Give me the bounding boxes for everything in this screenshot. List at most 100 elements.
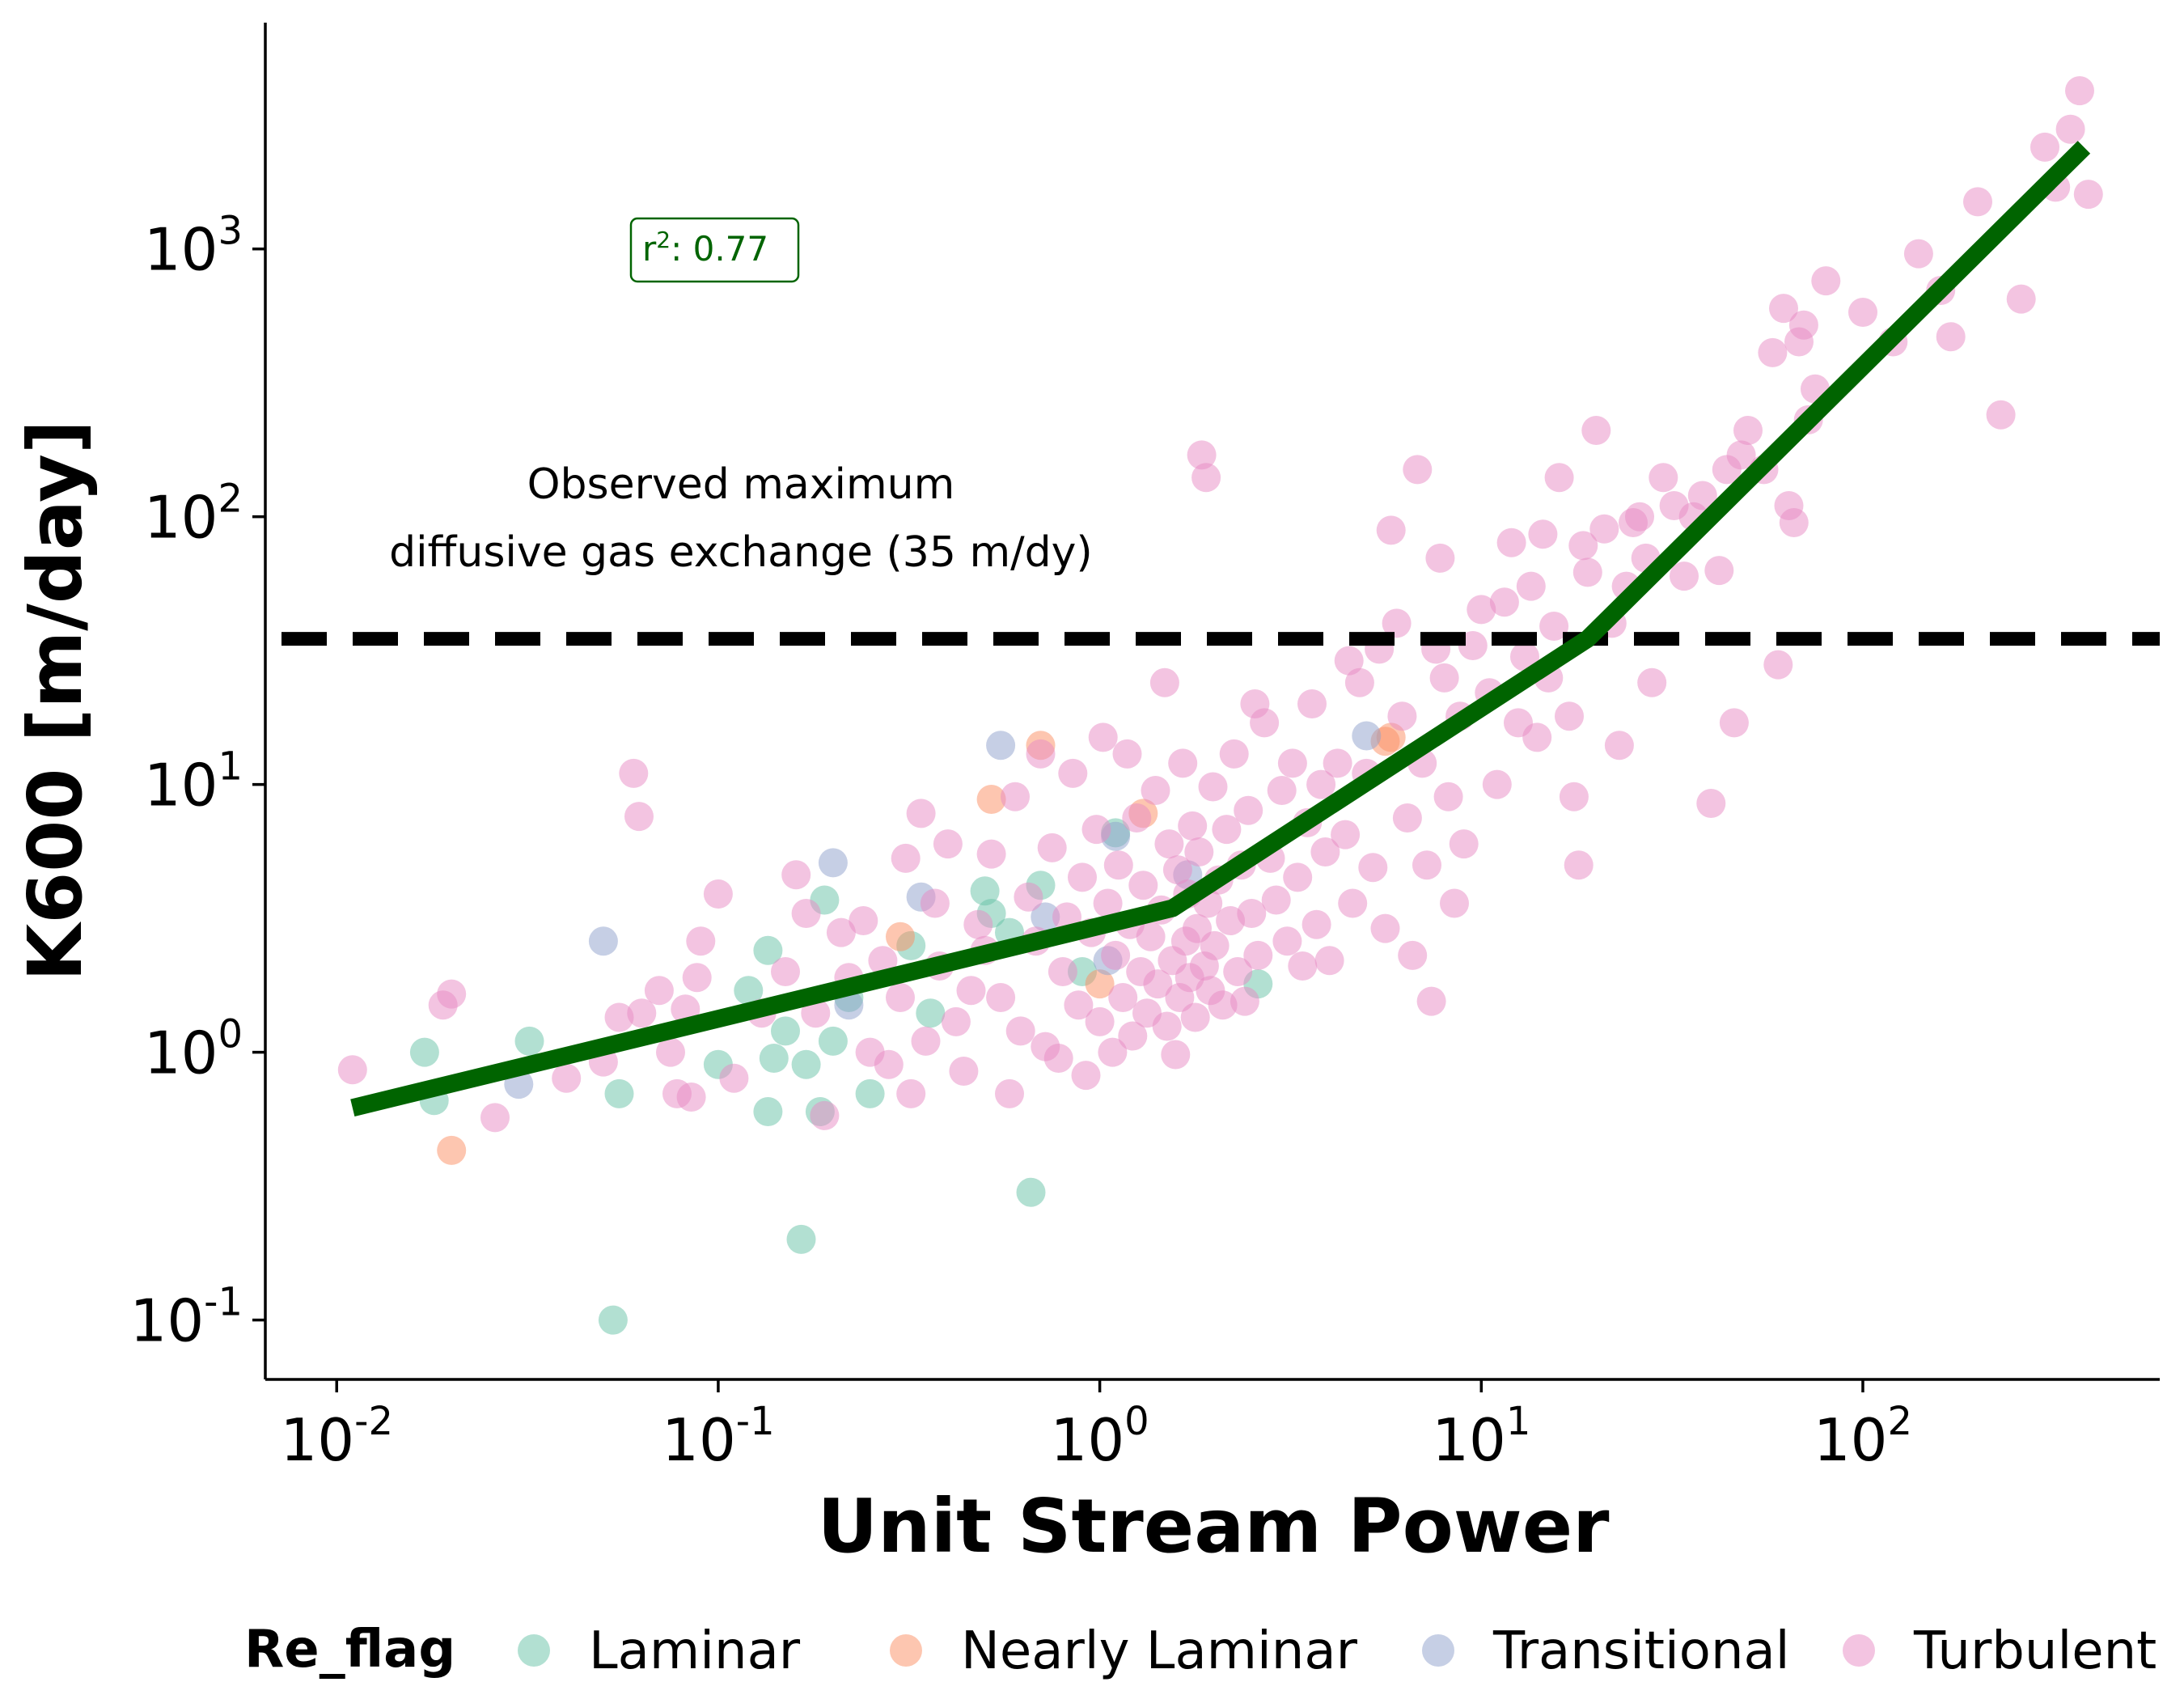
point-turbulent [1433,782,1463,811]
point-turbulent [1704,556,1734,586]
point-turbulent [1314,946,1344,976]
point-turbulent [2073,180,2103,210]
point-laminar [753,935,783,965]
threshold-group: Observed maximum diffusive gas exchange … [281,460,2160,646]
point-turbulent [1568,531,1598,561]
point-turbulent [1112,739,1142,769]
point-turbulent [1037,833,1067,862]
legend-marker-nearly-laminar [890,1634,922,1667]
r2-prefix: r [642,229,657,269]
point-turbulent [1261,885,1291,915]
point-turbulent [1283,862,1313,892]
point-laminar [855,1078,885,1108]
point-turbulent [791,899,821,928]
x-tick-label: 10-1 [662,1399,774,1474]
point-turbulent [437,979,467,1009]
point-turbulent [1085,1006,1115,1036]
point-turbulent [1081,815,1111,845]
point-turbulent [1243,940,1273,970]
point-turbulent [1726,440,1756,470]
point-turbulent [1297,689,1327,718]
point-turbulent [1162,855,1192,885]
point-turbulent [1103,850,1133,880]
point-turbulent [1212,815,1242,845]
r2-superscript: 2 [656,227,671,253]
y-tick-label: 101 [144,744,243,820]
point-turbulent [1141,776,1170,805]
point-turbulent [1986,400,2016,430]
point-turbulent [1014,882,1043,912]
point-turbulent [886,983,915,1012]
point-turbulent [911,1026,941,1056]
point-laminar [759,1044,789,1073]
r2-annotation: r2: 0.77 [629,217,800,283]
point-turbulent [552,1063,582,1093]
point-turbulent [891,843,921,873]
point-turbulent [2055,114,2085,144]
point-turbulent [1118,1021,1148,1051]
point-turbulent [719,1063,749,1093]
fit-line [350,141,2091,1116]
threshold-label-line1: Observed maximum [527,460,955,509]
point-laminar [514,1026,544,1056]
point-turbulent [1068,862,1097,892]
point-turbulent [906,799,936,828]
point-turbulent [1122,803,1152,833]
legend-marker-laminar [518,1634,550,1667]
point-turbulent [1136,922,1166,951]
point-laminar [1016,1177,1046,1207]
point-turbulent [1539,612,1569,641]
point-turbulent [2006,284,2036,314]
threshold-label-line2: diffusive gas exchange (35 m/dy) [389,528,1093,577]
scatter-points [337,76,2103,1335]
point-turbulent [1277,748,1307,778]
point-turbulent [941,1006,971,1036]
point-turbulent [1323,748,1352,778]
point-turbulent [1392,803,1422,833]
point-turbulent [810,1100,840,1130]
point-turbulent [826,917,856,947]
point-transitional [588,926,618,956]
point-turbulent [1344,667,1374,697]
legend-label-laminar: Laminar [589,1621,801,1681]
point-transitional [818,848,848,878]
point-turbulent [1338,888,1368,918]
point-turbulent [480,1103,510,1133]
point-turbulent [1733,416,1763,445]
point-turbulent [1178,811,1208,841]
point-turbulent [976,839,1006,869]
point-transitional [1031,902,1060,932]
point-nearly-laminar [976,785,1006,814]
point-transitional [986,731,1016,761]
point-turbulent [1208,990,1238,1020]
point-turbulent [1559,782,1589,811]
point-turbulent [1219,739,1249,769]
point-nearly-laminar [886,922,915,951]
point-turbulent [1064,990,1094,1020]
point-turbulent [1412,850,1441,880]
point-turbulent [644,976,674,1006]
point-turbulent [1026,739,1056,769]
x-tick-label: 100 [1051,1399,1149,1474]
point-turbulent [1769,294,1798,324]
point-turbulent [1288,951,1318,981]
x-tick-label: 101 [1432,1399,1530,1474]
point-turbulent [1152,1011,1182,1041]
point-turbulent [703,879,733,909]
point-turbulent [1143,969,1173,999]
point-turbulent [1180,1002,1210,1032]
point-turbulent [619,758,649,788]
point-turbulent [1149,667,1179,697]
point-turbulent [656,1037,685,1067]
point-laminar [734,976,764,1006]
x-ticks: 10-2 10-1 100 101 102 [281,1379,1912,1474]
r2-suffix: : 0.77 [671,229,768,269]
point-turbulent [1403,455,1433,485]
point-laminar [598,1305,628,1335]
point-turbulent [1306,769,1336,799]
point-turbulent [686,926,716,956]
point-laminar [786,1224,816,1254]
point-turbulent [337,1055,367,1085]
point-turbulent [1779,508,1809,537]
point-turbulent [956,976,986,1006]
